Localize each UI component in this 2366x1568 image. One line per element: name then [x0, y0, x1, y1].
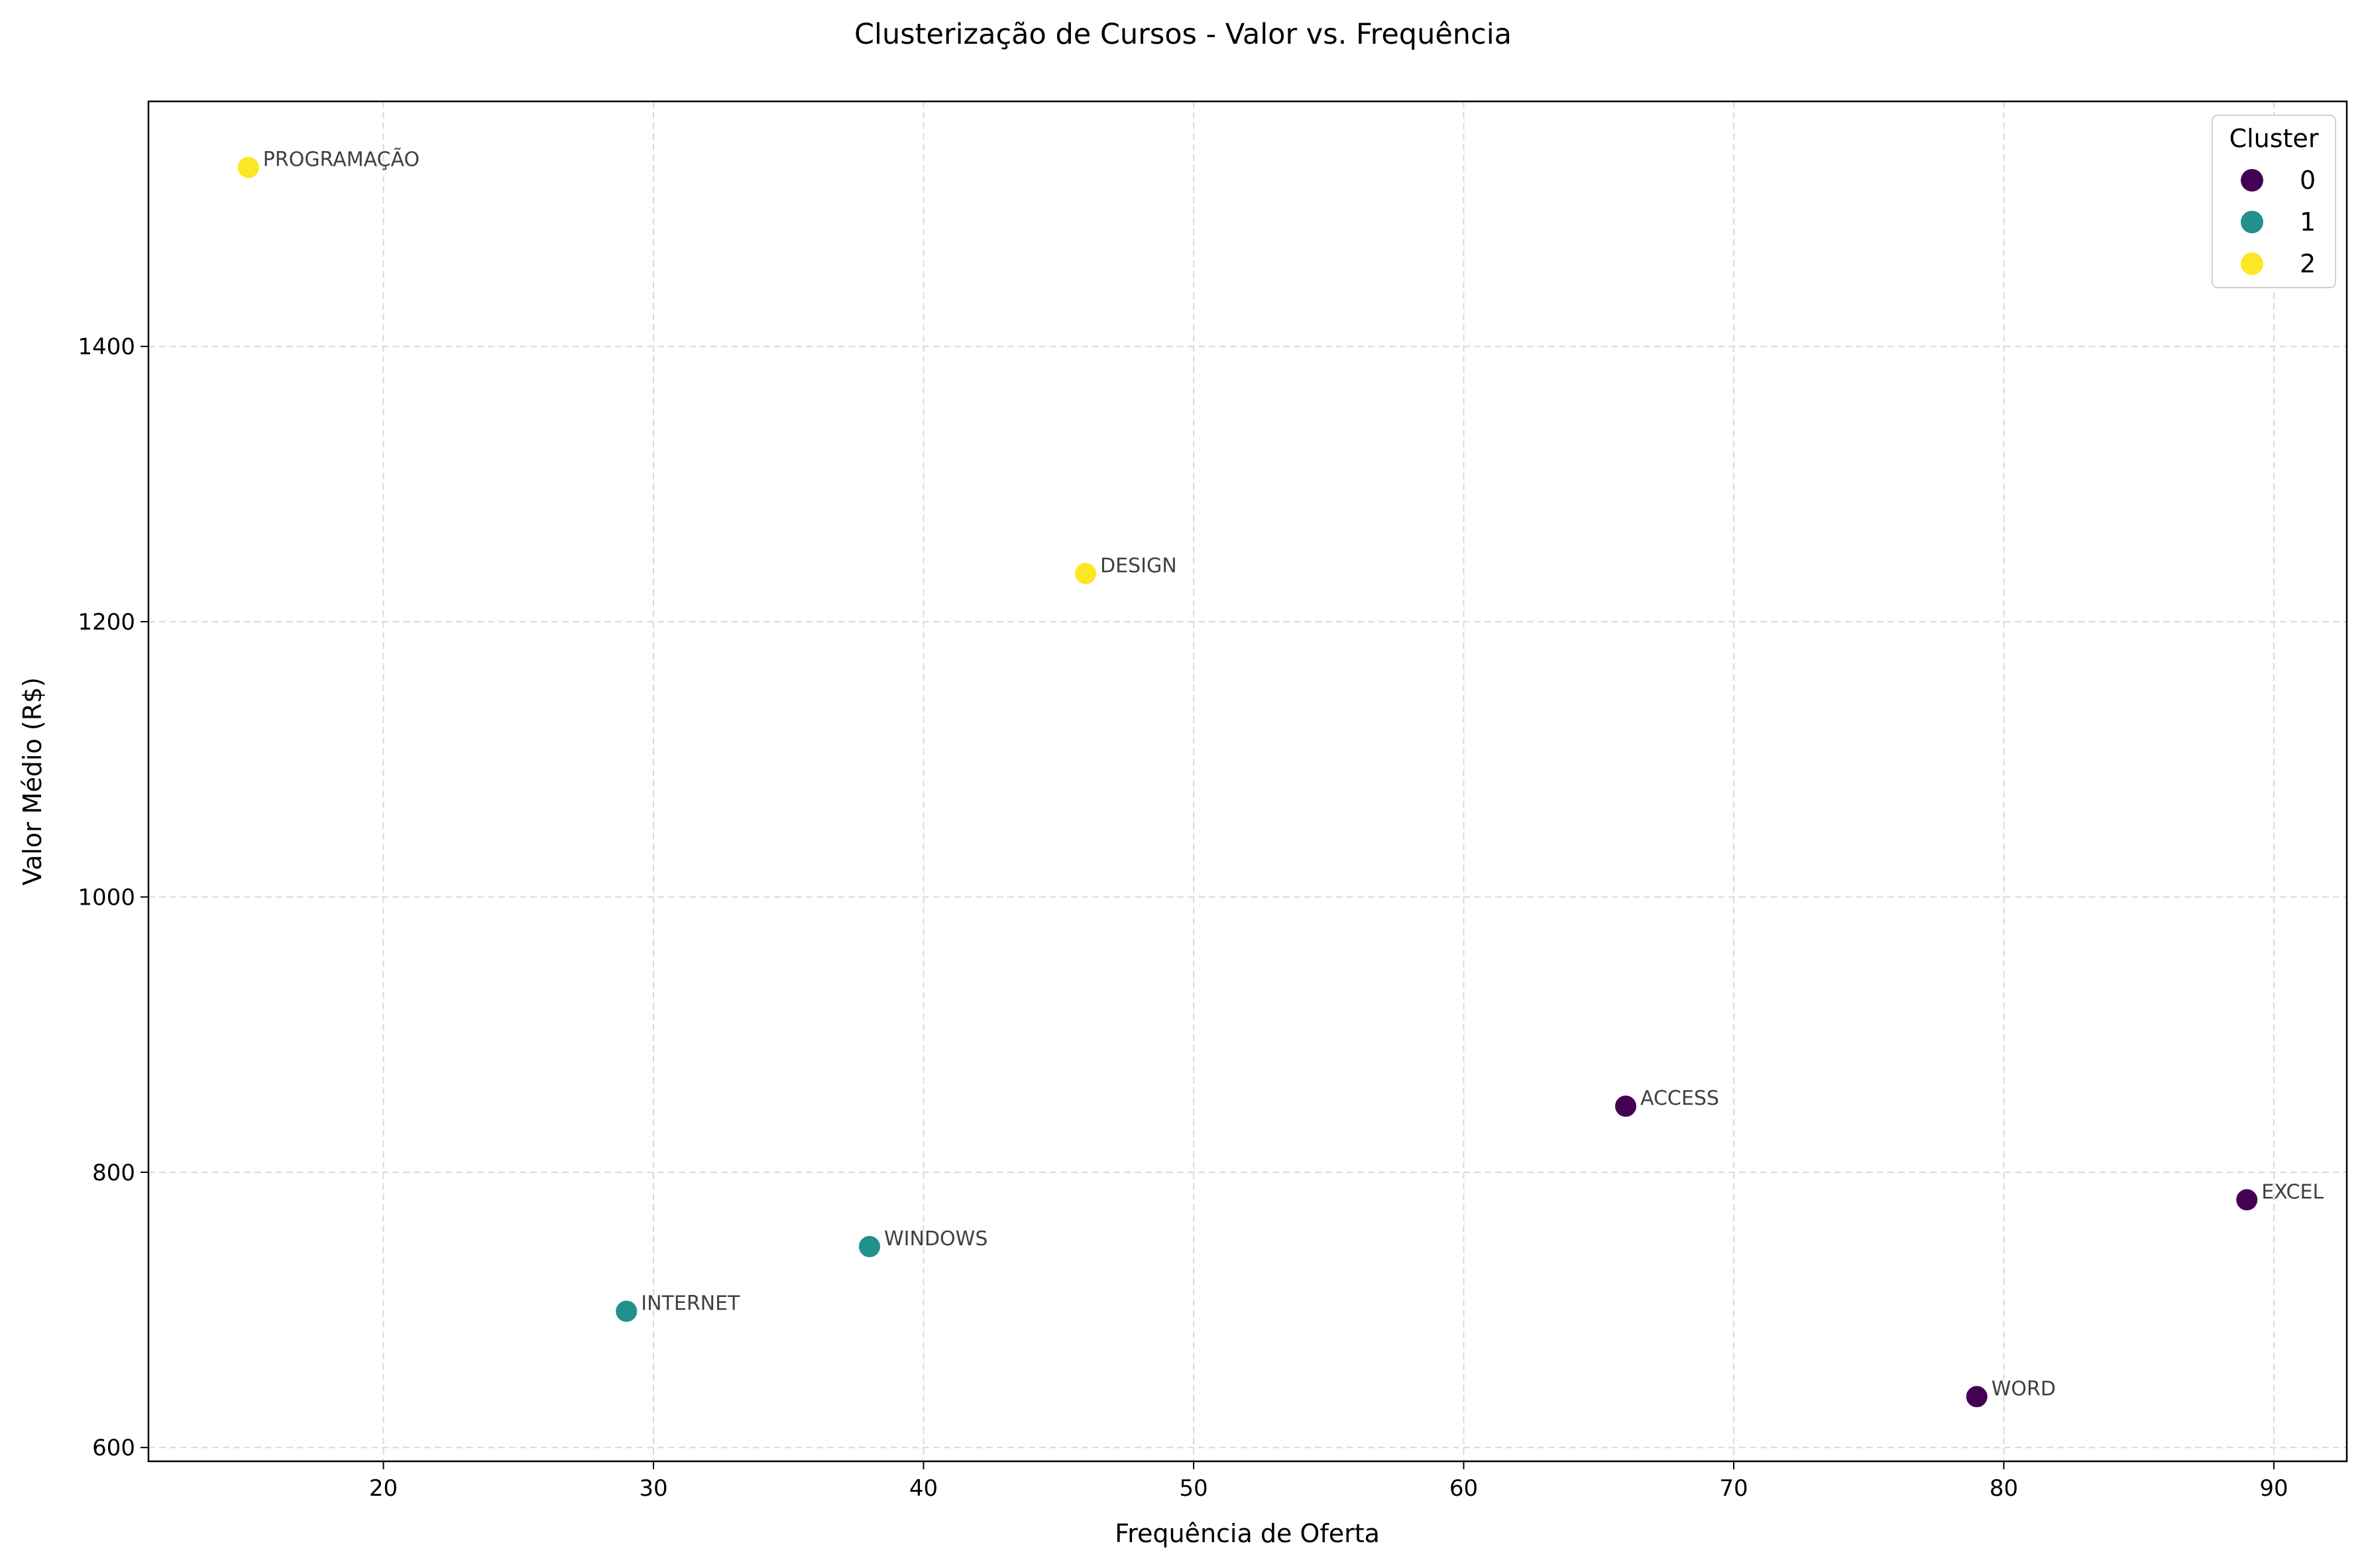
x-tick-label: 50 — [1179, 1475, 1208, 1502]
data-point — [1074, 561, 1098, 586]
axis-ticks: 20 30 40 50 60 70 80 90 600 800 1000 1200 1400 — [78, 334, 2288, 1502]
y-axis-label: Valor Médio (R$) — [18, 677, 47, 885]
legend: Cluster 0 1 2 — [2212, 115, 2336, 288]
data-point — [236, 155, 260, 180]
legend-entries: 0 1 2 — [2241, 166, 2316, 278]
data-point — [1964, 1384, 1989, 1409]
legend-marker — [2241, 169, 2263, 192]
x-tick-label: 60 — [1449, 1475, 1478, 1502]
point-label: PROGRAMAÇÃO — [263, 148, 420, 172]
legend-entry-label: 0 — [2300, 166, 2316, 195]
x-tick-label: 70 — [1719, 1475, 1748, 1502]
data-point — [858, 1235, 882, 1259]
y-tick-label: 1000 — [78, 884, 135, 911]
x-tick-label: 20 — [369, 1475, 398, 1502]
x-tick-label: 30 — [639, 1475, 667, 1502]
x-tick-label: 80 — [1990, 1475, 2018, 1502]
plot-area-frame — [147, 100, 2348, 1463]
data-point — [1613, 1094, 1638, 1119]
legend-marker — [2241, 211, 2263, 233]
x-tick-label: 90 — [2259, 1475, 2288, 1502]
point-labels: PROGRAMAÇÃO DESIGN ACCESS EXCEL WINDOWS INTER… — [263, 148, 2324, 1401]
y-tick-label: 800 — [92, 1160, 135, 1186]
legend-title: Cluster — [2229, 124, 2319, 153]
y-tick-label: 600 — [92, 1435, 135, 1461]
point-label: DESIGN — [1100, 554, 1177, 577]
data-points — [236, 155, 2259, 1409]
y-tick-label: 1200 — [78, 609, 135, 636]
legend-box — [2212, 115, 2336, 288]
chart-title: Clusterização de Cursos - Valor vs. Freq… — [854, 18, 1512, 51]
data-point — [614, 1299, 639, 1323]
x-axis-label: Frequência de Oferta — [1115, 1519, 1380, 1548]
legend-entry-label: 1 — [2300, 207, 2316, 237]
x-tick-label: 40 — [909, 1475, 938, 1502]
legend-entry-label: 2 — [2300, 249, 2316, 278]
point-label: ACCESS — [1640, 1087, 1719, 1110]
point-label: INTERNET — [641, 1292, 740, 1316]
legend-marker — [2241, 252, 2263, 275]
grid-lines — [148, 101, 2347, 1461]
point-label: WORD — [1992, 1377, 2056, 1400]
y-tick-label: 1400 — [78, 334, 135, 361]
point-label: EXCEL — [2261, 1180, 2324, 1204]
point-label: WINDOWS — [884, 1227, 987, 1251]
data-point — [2235, 1188, 2259, 1212]
